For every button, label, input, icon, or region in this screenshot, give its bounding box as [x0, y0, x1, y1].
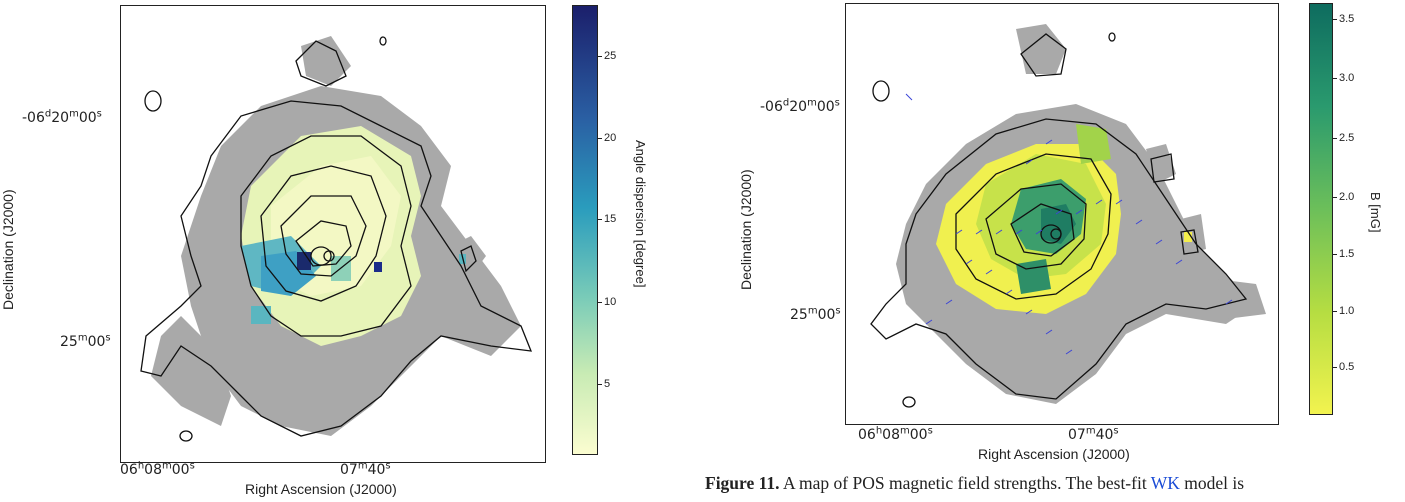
right-ytick-mid: 25m00s — [790, 305, 841, 323]
right-ytick-top: -06d20m00s — [760, 97, 840, 115]
right-map-image — [870, 24, 1266, 408]
right-cbar-tick-3-0: 3.0 — [1332, 72, 1355, 84]
left-cbar-tick-5: 5 — [597, 378, 611, 390]
right-xtick-right-label: 07m40s — [1068, 425, 1119, 443]
left-cbar-tick-20: 20 — [597, 132, 617, 144]
left-xtick-left-label: 06h08m00s — [120, 460, 195, 478]
right-ytick-mid-label: 25m00s — [790, 305, 841, 323]
caption-wk-link[interactable]: WK — [1150, 473, 1180, 493]
left-map-frame — [120, 5, 546, 463]
right-cbar-tick-1-0: 1.0 — [1332, 305, 1355, 317]
right-xtick-right: 07m40s — [1068, 425, 1119, 443]
right-xtick-left-label: 06h08m00s — [858, 425, 933, 443]
caption-text-before: A map of POS magnetic field strengths. T… — [782, 473, 1147, 493]
left-ytick-top-label: -06d20m00s — [22, 108, 102, 126]
caption-text-after: model is — [1184, 473, 1245, 493]
right-field-vectors — [905, 93, 1233, 355]
right-ytick-top-label: -06d20m00s — [760, 97, 840, 115]
left-map-image — [140, 36, 533, 442]
caption-figure-label: Figure 11. — [705, 473, 780, 493]
left-colorbar-label: Angle dispersion [degree] — [633, 140, 648, 288]
left-ylabel: Declination (J2000) — [0, 189, 16, 310]
left-contours — [140, 36, 533, 442]
left-cbar-tick-10: 10 — [597, 296, 617, 308]
left-cbar-tick-25: 25 — [597, 50, 617, 62]
right-xlabel: Right Ascension (J2000) — [978, 446, 1130, 462]
right-ylabel: Declination (J2000) — [738, 169, 754, 290]
right-map-frame — [845, 3, 1279, 425]
left-cbar-tick-15: 15 — [597, 213, 617, 225]
left-colorbar — [572, 5, 598, 455]
right-xtick-left: 06h08m00s — [858, 425, 933, 443]
left-xtick-right-label: 07m40s — [340, 460, 391, 478]
left-ytick-top: -06d20m00s — [22, 108, 102, 126]
right-cbar-tick-1-5: 1.5 — [1332, 248, 1355, 260]
right-cbar-tick-2-5: 2.5 — [1332, 132, 1355, 144]
left-xtick-right: 07m40s — [340, 460, 391, 478]
left-ytick-mid: 25m00s — [60, 332, 111, 350]
right-contours — [870, 32, 1248, 408]
right-colorbar-label: B [mG] — [1368, 192, 1383, 233]
right-heat-pixels — [936, 124, 1192, 314]
right-cbar-tick-2-0: 2.0 — [1332, 191, 1355, 203]
left-ytick-mid-label: 25m00s — [60, 332, 111, 350]
left-xtick-left: 06h08m00s — [120, 460, 195, 478]
right-cbar-tick-0-5: 0.5 — [1332, 361, 1355, 373]
left-xlabel: Right Ascension (J2000) — [245, 481, 397, 497]
right-cbar-tick-3-5: 3.5 — [1332, 13, 1355, 25]
figure-caption: Figure 11. A map of POS magnetic field s… — [705, 473, 1405, 494]
right-colorbar — [1309, 3, 1333, 415]
